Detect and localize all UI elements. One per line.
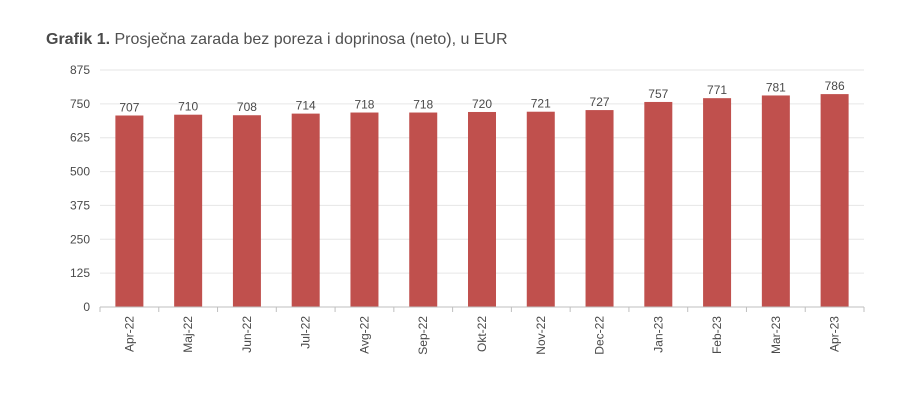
x-category-label-jan-23: Jan-23 [651,316,665,353]
bar-apr-22 [115,115,144,307]
bar-okt-22 [468,111,496,308]
grid-lines [100,69,864,274]
data-label-avg-22: 718 [354,98,374,112]
x-category-label-nov-22: Nov-22 [534,316,548,355]
x-category-label-avg-22: Avg-22 [357,316,371,354]
chart-title-prefix: Grafik 1. [46,31,111,48]
data-label-mar-23: 781 [766,80,786,94]
data-label-okt-22: 720 [472,97,492,111]
data-label-sep-22: 718 [413,98,433,112]
data-label-dec-22: 727 [590,95,610,109]
data-label-nov-22: 721 [531,97,551,111]
data-label-apr-23: 786 [825,79,845,93]
data-label-jun-22: 708 [237,100,257,114]
bar-sep-22 [409,112,438,308]
x-category-label-dec-22: Dec-22 [593,316,607,355]
y-tick-label: 125 [70,266,90,280]
bar-apr-23 [820,94,849,307]
y-axis-tick-labels: 0 125 250 375 500 625 750 875 [70,63,90,314]
x-category-label-apr-23: Apr-23 [828,316,842,352]
bars [115,94,849,308]
chart-title-text: Prosječna zarada bez poreza i doprinosa … [114,31,508,48]
y-tick-label: 750 [70,97,90,111]
x-category-label-apr-22: Apr-22 [122,316,136,352]
y-tick-label: 0 [83,300,90,314]
x-category-label-sep-22: Sep-22 [416,316,430,355]
x-category-label-feb-23: Feb-23 [710,316,724,354]
data-label-apr-22: 707 [119,101,139,115]
bar-avg-22 [350,112,379,308]
x-category-label-maj-22: Maj-22 [181,316,195,353]
data-label-jul-22: 714 [296,99,316,113]
axes [99,306,865,312]
chart-title: Grafik 1. Prosječna zarada bez poreza i … [46,31,508,49]
bar-jun-22 [232,115,261,307]
y-tick-label: 875 [70,63,90,77]
y-tick-label: 625 [70,131,90,145]
x-category-label-jul-22: Jul-22 [299,316,313,349]
bar-feb-23 [703,98,732,307]
x-category-label-mar-23: Mar-23 [769,316,783,354]
bar-mar-23 [761,95,790,307]
bar-nov-22 [526,111,555,307]
bar-maj-22 [174,114,203,307]
data-label-jan-23: 757 [648,87,668,101]
bar-dec-22 [585,110,614,308]
bar-jul-22 [291,113,320,307]
x-category-label-okt-22: Okt-22 [475,316,489,352]
bar-jan-23 [644,101,673,307]
data-label-maj-22: 710 [178,100,198,114]
data-labels: 707 710 708 714 718 718 720 721 727 757 771 781 786 [119,79,845,114]
x-category-label-jun-22: Jun-22 [240,316,254,353]
y-tick-label: 375 [70,198,90,212]
y-tick-label: 500 [70,165,90,179]
y-tick-label: 250 [70,232,90,246]
x-axis-category-labels: Apr-22 Maj-22 Jun-22 Jul-22 Avg-22 Sep-22 Okt-… [122,316,841,355]
data-label-feb-23: 771 [707,83,727,97]
